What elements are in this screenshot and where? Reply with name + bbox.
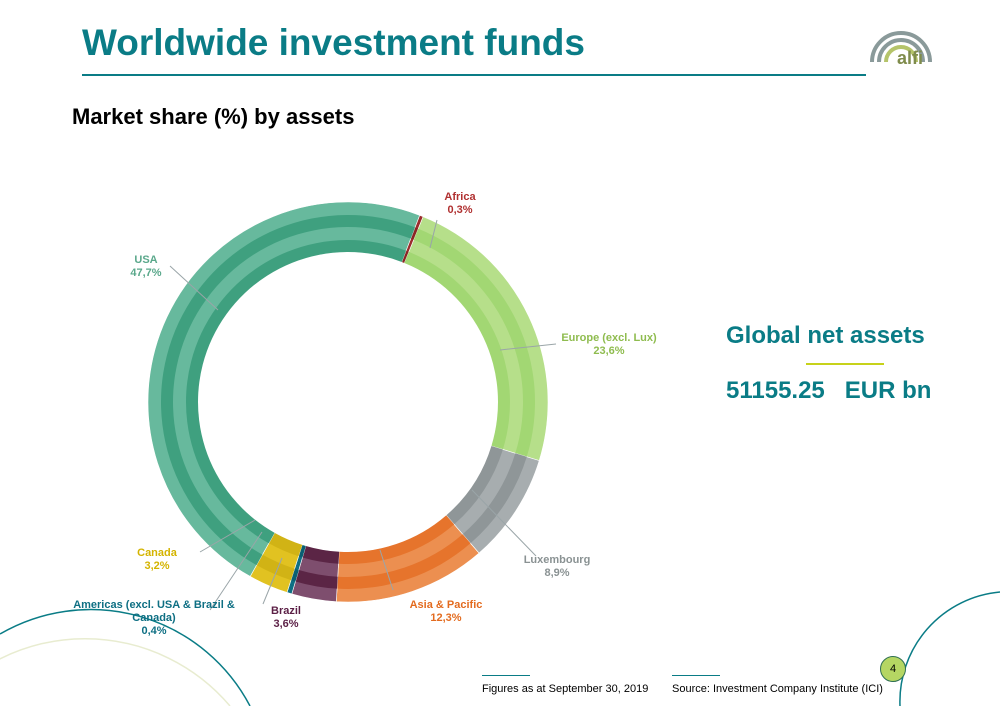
donut-slice-2-band-1 xyxy=(462,453,527,544)
donut-slice-5-band-0 xyxy=(298,544,306,558)
chart-subtitle: Market share (%) by assets xyxy=(72,104,355,129)
leader-line-2 xyxy=(471,489,537,557)
data-label-category-5: Americas (excl. USA & Brazil & xyxy=(73,599,235,611)
data-label-value-7: 47,7% xyxy=(130,267,161,279)
page-title: Worldwide investment funds xyxy=(82,22,585,63)
leader-line-4 xyxy=(262,557,283,605)
donut-slice-3-band-0 xyxy=(338,515,455,564)
donut-slice-5-band-1 xyxy=(290,568,299,582)
footer-rule-left xyxy=(482,675,530,676)
donut-slice-1-band-1 xyxy=(413,228,535,457)
data-label-value-6: 3,2% xyxy=(144,560,169,572)
global-net-assets-label: Global net assets xyxy=(726,322,925,349)
data-label-value-0: 0,3% xyxy=(447,204,472,216)
donut-slice-0-band-1 xyxy=(410,227,419,240)
footer-rule-right xyxy=(672,675,720,676)
logo-text: alfi xyxy=(897,48,924,68)
date-note: Figures as at September 30, 2019 xyxy=(482,683,649,695)
data-label-category-4: Brazil xyxy=(271,605,301,617)
donut-slice-2-band-0 xyxy=(446,445,503,525)
donut-slice-6-band-0 xyxy=(268,532,303,557)
leader-line-7 xyxy=(169,265,219,311)
summary-divider xyxy=(806,363,884,365)
data-label-category-2: Luxembourg xyxy=(524,554,591,566)
donut-slice-6-band-1 xyxy=(256,554,295,581)
data-label-category-6: Canada xyxy=(137,547,178,559)
alfi-logo-icon xyxy=(870,31,932,63)
donut-slice-7-band-1 xyxy=(160,214,416,566)
data-label-value-1: 23,6% xyxy=(593,345,624,357)
donut-slice-4-band-1 xyxy=(295,569,338,589)
title-divider xyxy=(82,74,866,76)
donut-slice-3-band-1 xyxy=(337,534,471,589)
data-label-value-2: 8,9% xyxy=(544,567,569,579)
leader-line-0 xyxy=(429,219,438,249)
data-label-value-4: 3,6% xyxy=(273,618,298,630)
data-label-category-7: USA xyxy=(134,254,157,266)
source-note: Source: Investment Company Institute (IC… xyxy=(672,683,883,695)
data-label-value-5: 0,4% xyxy=(141,625,166,637)
leader-line-5 xyxy=(209,531,263,611)
donut-slice-0-band-0 xyxy=(401,250,409,264)
data-label-value-3: 12,3% xyxy=(430,612,461,624)
page-number-badge: 4 xyxy=(880,656,906,682)
global-net-assets-value: 51155.25 EUR bn xyxy=(726,377,932,404)
leader-line-6 xyxy=(199,519,256,553)
data-label-category-3: Asia & Pacific xyxy=(410,599,483,611)
data-label-category-1: Europe (excl. Lux) xyxy=(561,332,657,344)
donut-slice-1-band-0 xyxy=(404,251,510,450)
leader-line-1 xyxy=(499,343,557,351)
leader-line-3 xyxy=(379,549,394,591)
donut-slice-4-band-0 xyxy=(302,545,340,564)
data-label-category-0: Africa xyxy=(444,191,476,203)
data-label-category-5: Canada) xyxy=(132,612,176,624)
